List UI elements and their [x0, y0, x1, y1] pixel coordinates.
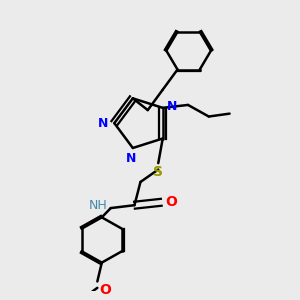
Text: O: O [165, 195, 177, 209]
Text: N: N [98, 117, 108, 130]
Text: N: N [167, 100, 178, 113]
Text: NH: NH [88, 199, 107, 212]
Text: O: O [99, 283, 111, 297]
Text: N: N [126, 152, 136, 165]
Text: S: S [153, 165, 163, 178]
